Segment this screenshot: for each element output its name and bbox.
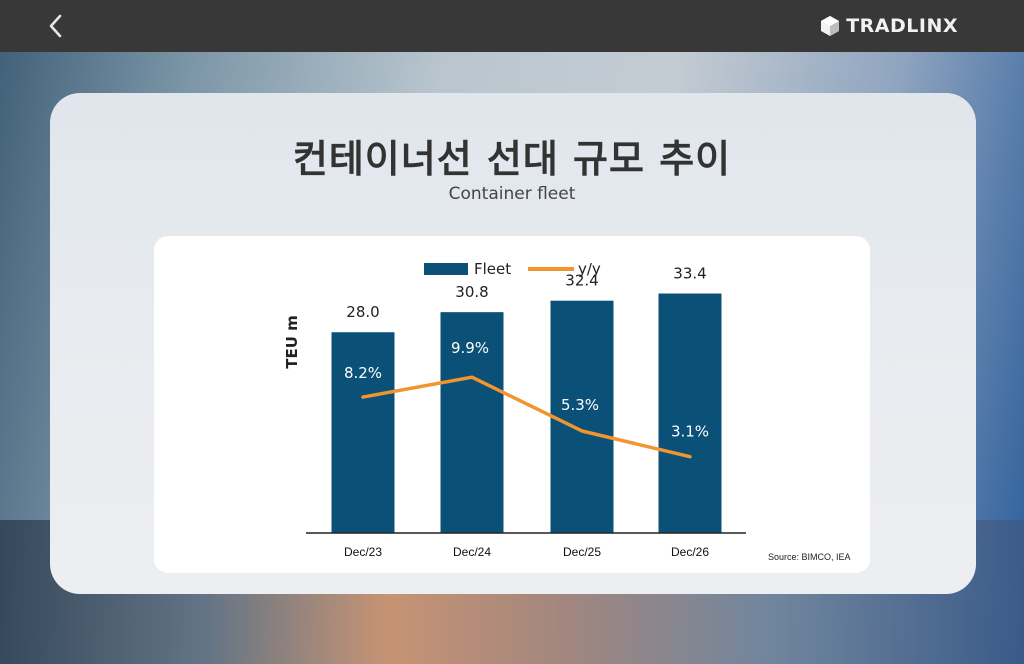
page-subtitle: Container fleet <box>448 184 576 204</box>
bar-value-label: 33.4 <box>673 265 706 283</box>
bar-Dec-24 <box>440 312 504 533</box>
x-tick-label: Dec/23 <box>344 545 382 559</box>
x-tick-label: Dec/26 <box>671 545 709 559</box>
yoy-line <box>361 375 692 459</box>
y-axis-label: TEU m <box>283 315 301 369</box>
x-tick-label: Dec/25 <box>563 545 601 559</box>
yoy-value-label: 3.1% <box>671 423 709 441</box>
bar-Dec-25 <box>550 300 614 533</box>
legend-fleet-label: Fleet <box>474 260 511 278</box>
fleet-chart: TEU m 28.0 30.8 32.4 33.4 Dec/23 Dec/24 Dec/25 D… <box>283 260 746 559</box>
chevron-left-icon <box>49 14 62 38</box>
bar-Dec-23 <box>331 332 395 533</box>
chart-source: Source: BIMCO, IEA <box>768 552 851 562</box>
legend-yoy-label: y/y <box>578 260 601 278</box>
page-title: 컨테이너선 선대 규모 추이 <box>292 137 732 181</box>
bar-value-label: 32.4 <box>565 272 598 290</box>
back-button[interactable] <box>44 12 68 40</box>
brand-name: TRADLINX <box>846 15 958 37</box>
x-tick-label: Dec/24 <box>453 545 491 559</box>
cube-logo-icon <box>821 16 840 36</box>
chart-panel: TEU m 28.0 30.8 32.4 33.4 Dec/23 Dec/24 Dec/25 D… <box>154 236 870 573</box>
yoy-value-label: 9.9% <box>451 339 489 357</box>
yoy-value-label: 5.3% <box>561 396 599 414</box>
bar-value-label: 30.8 <box>455 283 488 301</box>
brand-logo: TRADLINX <box>820 13 958 39</box>
top-bar: TRADLINX <box>0 0 1024 52</box>
bar-Dec-26 <box>658 293 722 533</box>
bar-value-label: 28.0 <box>346 303 379 321</box>
yoy-value-label: 8.2% <box>344 364 382 382</box>
legend-fleet-swatch <box>424 263 468 275</box>
